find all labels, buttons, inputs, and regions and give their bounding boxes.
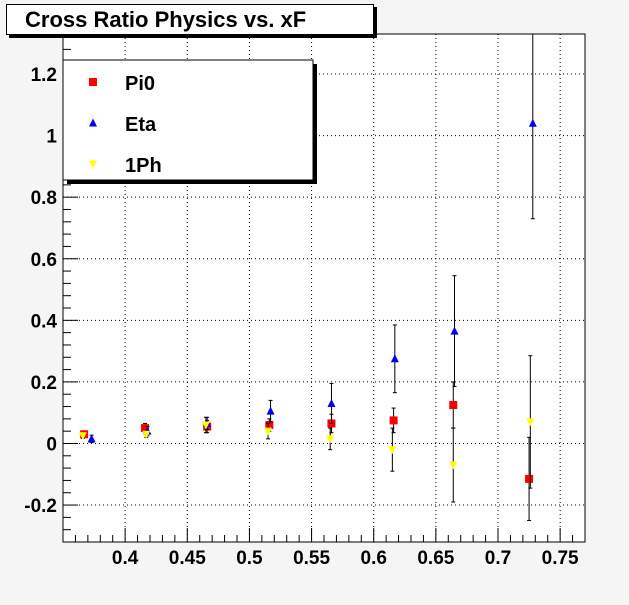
legend-marker-1ph	[89, 160, 97, 169]
data-point-1ph	[326, 435, 335, 444]
data-point-1ph	[526, 418, 535, 427]
series-1ph	[78, 355, 535, 503]
y-tick-label: -0.2	[24, 496, 57, 517]
chart-title: Cross Ratio Physics vs. xF	[6, 4, 374, 35]
data-point-pi0	[389, 416, 398, 425]
x-tick-label: 0.6	[361, 548, 387, 569]
data-point-pi0	[265, 421, 274, 430]
legend-label-1ph: 1Ph	[125, 155, 162, 177]
y-tick-label: 0	[46, 434, 57, 455]
y-tick-label: 0.4	[31, 311, 58, 332]
y-tick-label: 0.8	[31, 188, 57, 209]
x-tick-label: 0.7	[485, 548, 511, 569]
data-point-1ph	[142, 430, 151, 439]
x-tick-label: 0.75	[542, 548, 579, 569]
data-point-eta	[266, 406, 275, 415]
legend: Pi0 Eta 1Ph	[62, 59, 317, 184]
y-tick-label: 0.6	[31, 250, 57, 271]
axes: 0.4 0.45 0.5 0.55 0.6 0.65 0.7 0.75 -0.2 0 0.2 0.4 0…	[24, 36, 586, 569]
data-point-eta	[327, 398, 336, 407]
data-point-pi0	[449, 400, 458, 409]
data-point-pi0	[141, 424, 150, 433]
x-tick-label: 0.4	[112, 548, 139, 569]
data-point-pi0	[525, 474, 534, 483]
data-point-1ph	[449, 461, 458, 470]
x-tick-label: 0.5	[236, 548, 263, 569]
data-point-eta	[450, 326, 459, 335]
x-tick-label: 0.55	[293, 548, 330, 569]
y-tick-label: 1.2	[31, 65, 57, 86]
x-tick-label: 0.45	[169, 548, 206, 569]
legend-marker-eta	[89, 118, 97, 127]
data-point-1ph	[388, 446, 397, 455]
y-tick-label: 1	[46, 127, 57, 148]
data-series	[78, 33, 537, 521]
legend-box	[62, 59, 314, 181]
x-tick-label: 0.65	[417, 548, 454, 569]
legend-label-eta: Eta	[125, 114, 157, 136]
legend-label-pi0: Pi0	[125, 73, 155, 95]
data-point-1ph	[78, 432, 87, 441]
data-point-1ph	[264, 427, 273, 436]
data-point-1ph	[201, 421, 210, 430]
data-point-eta	[528, 118, 537, 127]
y-tick-label: 0.2	[31, 373, 57, 394]
data-point-eta	[390, 354, 399, 363]
data-point-eta	[87, 434, 96, 443]
legend-marker-pi0	[89, 78, 97, 86]
